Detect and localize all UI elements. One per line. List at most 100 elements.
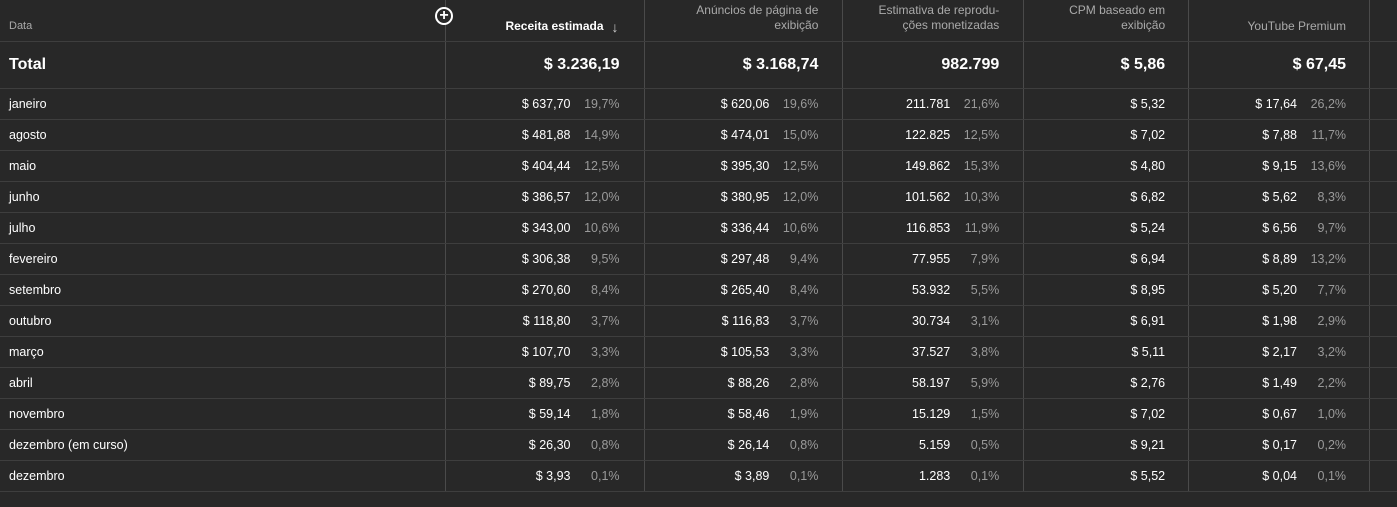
- percent: 2,8%: [789, 376, 819, 390]
- table-row[interactable]: julho $ 343,00 10,6% $ 336,44 10,6% 116.85…: [0, 213, 1397, 244]
- row-estimated-revenue: $ 343,00 10,6%: [446, 213, 645, 243]
- row-display-ads: $ 3,89 0,1%: [645, 461, 844, 491]
- date-label: julho: [9, 221, 36, 235]
- percent: 12,0%: [584, 190, 620, 204]
- percent: 2,8%: [591, 376, 620, 390]
- row-display-ads: $ 26,14 0,8%: [645, 430, 844, 460]
- total-spacer: [1370, 42, 1397, 88]
- row-estimated-revenue: $ 118,80 3,7%: [446, 306, 645, 336]
- value: 37.527: [912, 345, 951, 359]
- table-row[interactable]: dezembro (em curso) $ 26,30 0,8% $ 26,14 0…: [0, 430, 1397, 461]
- value: $ 386,57: [521, 190, 571, 204]
- value: $ 89,75: [528, 376, 571, 390]
- row-estimated-revenue: $ 107,70 3,3%: [446, 337, 645, 367]
- value: $ 107,70: [521, 345, 571, 359]
- value: $ 59,14: [528, 407, 571, 421]
- row-cpm: $ 6,82: [1024, 182, 1190, 212]
- value: $ 1,98: [1262, 314, 1298, 328]
- column-header-date[interactable]: Data: [0, 0, 446, 41]
- percent: 9,5%: [591, 252, 620, 266]
- value: $ 6,91: [1130, 314, 1166, 328]
- percent: 1,0%: [1317, 407, 1347, 421]
- percent: 7,7%: [1317, 283, 1347, 297]
- value: 1.283: [918, 469, 951, 483]
- percent: 9,7%: [1317, 221, 1347, 235]
- table-row[interactable]: agosto $ 481,88 14,9% $ 474,01 15,0% 122.8…: [0, 120, 1397, 151]
- table-row[interactable]: junho $ 386,57 12,0% $ 380,95 12,0% 101.56…: [0, 182, 1397, 213]
- value: $ 7,02: [1130, 407, 1166, 421]
- total-monetized-playbacks: 982.799: [843, 42, 1025, 88]
- percent: 12,0%: [782, 190, 819, 204]
- percent: 10,6%: [782, 221, 819, 235]
- column-header-label: YouTube Premium: [1247, 19, 1347, 33]
- row-date: dezembro: [0, 461, 446, 491]
- row-spacer: [1370, 399, 1397, 429]
- row-cpm: $ 9,21: [1024, 430, 1190, 460]
- add-column-button[interactable]: +: [435, 7, 453, 25]
- value: $ 0,17: [1262, 438, 1298, 452]
- percent: 3,3%: [789, 345, 819, 359]
- row-estimated-revenue: $ 637,70 19,7%: [446, 89, 645, 119]
- total-cpm: $ 5,86: [1024, 42, 1190, 88]
- table-row[interactable]: dezembro $ 3,93 0,1% $ 3,89 0,1% 1.283 0,1%…: [0, 461, 1397, 492]
- row-spacer: [1370, 151, 1397, 181]
- percent: 0,5%: [970, 438, 1000, 452]
- value: $ 17,64: [1255, 97, 1298, 111]
- column-header-estimated-revenue[interactable]: Receita estimada ↓: [446, 0, 645, 41]
- column-header-monetized-playbacks[interactable]: Estimativa de reprodu-ções monetizadas: [843, 0, 1025, 41]
- row-youtube-premium: $ 8,89 13,2%: [1189, 244, 1371, 274]
- table-row[interactable]: março $ 107,70 3,3% $ 105,53 3,3% 37.527 3,…: [0, 337, 1397, 368]
- row-display-ads: $ 620,06 19,6%: [645, 89, 844, 119]
- arrow-down-icon[interactable]: ↓: [611, 19, 619, 35]
- row-spacer: [1370, 182, 1397, 212]
- value: $ 2,17: [1262, 345, 1298, 359]
- row-spacer: [1370, 430, 1397, 460]
- column-header-youtube-premium[interactable]: YouTube Premium: [1189, 0, 1371, 41]
- value: $ 6,82: [1130, 190, 1166, 204]
- row-cpm: $ 7,02: [1024, 399, 1190, 429]
- table-row[interactable]: maio $ 404,44 12,5% $ 395,30 12,5% 149.862…: [0, 151, 1397, 182]
- table-row[interactable]: setembro $ 270,60 8,4% $ 265,40 8,4% 53.93…: [0, 275, 1397, 306]
- percent: 0,1%: [789, 469, 819, 483]
- value: $ 336,44: [720, 221, 770, 235]
- percent: 0,2%: [1317, 438, 1347, 452]
- table-row[interactable]: outubro $ 118,80 3,7% $ 116,83 3,7% 30.734…: [0, 306, 1397, 337]
- row-date: fevereiro: [0, 244, 446, 274]
- table-header-row: Data Receita estimada ↓ Anúncios de pági…: [0, 0, 1397, 42]
- row-display-ads: $ 265,40 8,4%: [645, 275, 844, 305]
- percent: 3,7%: [591, 314, 620, 328]
- value: 77.955: [912, 252, 951, 266]
- row-monetized-playbacks: 101.562 10,3%: [843, 182, 1025, 212]
- row-spacer: [1370, 275, 1397, 305]
- row-monetized-playbacks: 211.781 21,6%: [843, 89, 1025, 119]
- date-label: agosto: [9, 128, 47, 142]
- percent: 19,7%: [584, 97, 620, 111]
- value: 149.862: [905, 159, 951, 173]
- row-youtube-premium: $ 7,88 11,7%: [1189, 120, 1371, 150]
- row-spacer: [1370, 120, 1397, 150]
- value: $ 404,44: [521, 159, 571, 173]
- percent: 7,9%: [970, 252, 1000, 266]
- row-display-ads: $ 116,83 3,7%: [645, 306, 844, 336]
- row-spacer: [1370, 337, 1397, 367]
- row-youtube-premium: $ 0,04 0,1%: [1189, 461, 1371, 491]
- column-header-display-ads[interactable]: Anúncios de página de exibição: [645, 0, 844, 41]
- percent: 1,9%: [789, 407, 819, 421]
- date-label: outubro: [9, 314, 52, 328]
- percent: 14,9%: [584, 128, 620, 142]
- row-monetized-playbacks: 5.159 0,5%: [843, 430, 1025, 460]
- value: $ 3,93: [535, 469, 571, 483]
- table-row[interactable]: fevereiro $ 306,38 9,5% $ 297,48 9,4% 77.9…: [0, 244, 1397, 275]
- row-youtube-premium: $ 0,17 0,2%: [1189, 430, 1371, 460]
- analytics-table: + Data Receita estimada ↓ Anúncios de pá…: [0, 0, 1397, 492]
- value: $ 105,53: [720, 345, 770, 359]
- table-row[interactable]: janeiro $ 637,70 19,7% $ 620,06 19,6% 211.…: [0, 89, 1397, 120]
- value: $ 5,32: [1130, 97, 1166, 111]
- percent: 3,2%: [1317, 345, 1347, 359]
- column-header-cpm[interactable]: CPM baseado em exibição: [1024, 0, 1190, 41]
- row-estimated-revenue: $ 26,30 0,8%: [446, 430, 645, 460]
- table-row[interactable]: novembro $ 59,14 1,8% $ 58,46 1,9% 15.129 1…: [0, 399, 1397, 430]
- column-header-label: Anúncios de página de exibição: [696, 3, 819, 32]
- table-row[interactable]: abril $ 89,75 2,8% $ 88,26 2,8% 58.197 5,9%…: [0, 368, 1397, 399]
- percent: 0,8%: [789, 438, 819, 452]
